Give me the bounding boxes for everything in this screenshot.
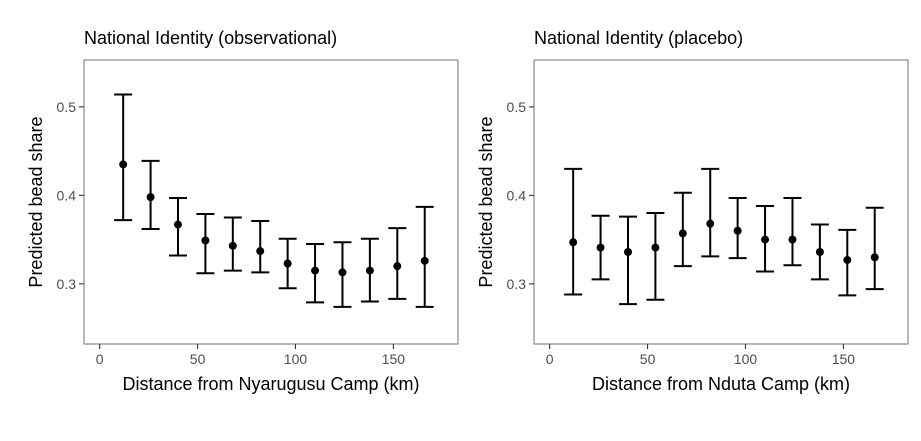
y-axis-title: Predicted bead share xyxy=(476,116,496,287)
data-point xyxy=(596,243,605,252)
data-point xyxy=(173,220,182,229)
data-point xyxy=(678,229,687,238)
data-point xyxy=(201,236,210,245)
data-point xyxy=(256,247,265,256)
data-point xyxy=(623,247,632,256)
data-point xyxy=(119,160,128,169)
data-point xyxy=(228,241,237,250)
data-point xyxy=(569,238,578,247)
x-tick-label: 100 xyxy=(734,351,758,367)
data-point xyxy=(870,253,879,262)
y-tick-label: 0.4 xyxy=(57,187,77,203)
data-point xyxy=(338,268,347,277)
x-axis-title: Distance from Nyarugusu Camp (km) xyxy=(122,374,419,394)
data-point xyxy=(146,193,155,202)
x-tick-label: 50 xyxy=(640,351,656,367)
panel-title: National Identity (placebo) xyxy=(534,28,743,48)
data-point xyxy=(733,226,742,235)
x-tick-label: 150 xyxy=(832,351,856,367)
x-axis: 0 50 100 150 xyxy=(546,344,856,367)
data-point xyxy=(365,266,374,275)
panel-observational: National Identity (observational) 0.3 0.4… xyxy=(26,28,459,394)
x-tick-label: 100 xyxy=(284,351,308,367)
y-tick-label: 0.3 xyxy=(507,276,527,292)
y-axis: 0.3 0.4 0.5 xyxy=(507,99,534,292)
y-tick-label: 0.5 xyxy=(57,99,77,115)
data-point xyxy=(788,235,797,244)
plot-frame xyxy=(83,59,459,345)
data-point xyxy=(283,259,292,268)
data-point xyxy=(651,243,660,252)
data-point xyxy=(706,219,715,228)
x-tick-label: 50 xyxy=(190,351,206,367)
y-tick-label: 0.3 xyxy=(57,276,77,292)
x-tick-label: 0 xyxy=(96,351,104,367)
data-point xyxy=(311,266,320,275)
data-point xyxy=(420,256,429,265)
data-point xyxy=(393,262,402,271)
panel-placebo: National Identity (placebo) 0.3 0.4 0.5 0 5… xyxy=(476,28,909,394)
x-axis-title: Distance from Nduta Camp (km) xyxy=(592,374,850,394)
x-axis: 0 50 100 150 xyxy=(96,344,406,367)
y-tick-label: 0.5 xyxy=(507,99,527,115)
data-point xyxy=(815,247,824,256)
y-axis-title: Predicted bead share xyxy=(26,116,46,287)
y-axis: 0.3 0.4 0.5 xyxy=(57,99,84,292)
panel-title: National Identity (observational) xyxy=(84,28,337,48)
data-marks xyxy=(564,167,884,306)
x-tick-label: 150 xyxy=(382,351,406,367)
data-point xyxy=(761,235,770,244)
x-tick-label: 0 xyxy=(546,351,554,367)
data-point xyxy=(843,255,852,264)
y-tick-label: 0.4 xyxy=(507,187,527,203)
data-marks xyxy=(114,93,434,308)
plot-frame xyxy=(533,59,909,345)
